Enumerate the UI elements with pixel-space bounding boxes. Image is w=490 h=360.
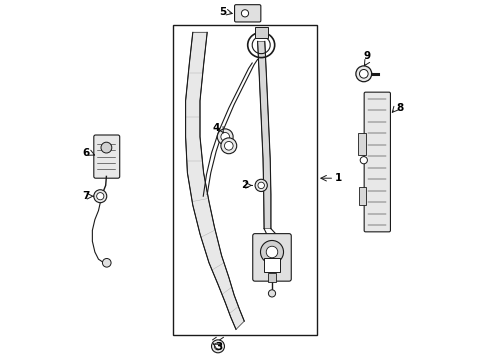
Circle shape [360,157,368,164]
Circle shape [266,246,278,258]
Circle shape [255,179,268,192]
Text: 6: 6 [82,148,90,158]
Bar [358,133,366,155]
Polygon shape [258,41,271,229]
Circle shape [356,66,372,82]
Circle shape [224,141,233,150]
Circle shape [242,10,248,17]
Circle shape [212,340,224,353]
Circle shape [97,193,104,200]
Polygon shape [186,32,245,329]
Bar [264,258,280,272]
Text: 5: 5 [219,7,226,17]
Text: 2: 2 [242,180,248,190]
FancyBboxPatch shape [235,5,261,22]
Text: 4: 4 [213,123,220,133]
Circle shape [261,240,284,264]
Bar [173,25,317,335]
Circle shape [221,132,229,141]
Text: 8: 8 [396,103,403,113]
Bar [255,27,268,38]
Circle shape [221,138,237,154]
Circle shape [94,190,107,203]
Circle shape [101,142,112,153]
Circle shape [217,129,233,145]
Text: 3: 3 [216,342,223,352]
FancyBboxPatch shape [364,92,391,232]
Circle shape [258,182,265,189]
Circle shape [360,69,368,78]
FancyBboxPatch shape [94,135,120,178]
Text: 9: 9 [364,51,371,61]
Text: 7: 7 [82,191,90,201]
Bar [359,187,366,205]
Circle shape [102,258,111,267]
FancyBboxPatch shape [253,234,291,281]
Text: 1: 1 [335,173,342,183]
Bar [268,273,276,282]
Circle shape [269,290,275,297]
Circle shape [215,343,221,350]
